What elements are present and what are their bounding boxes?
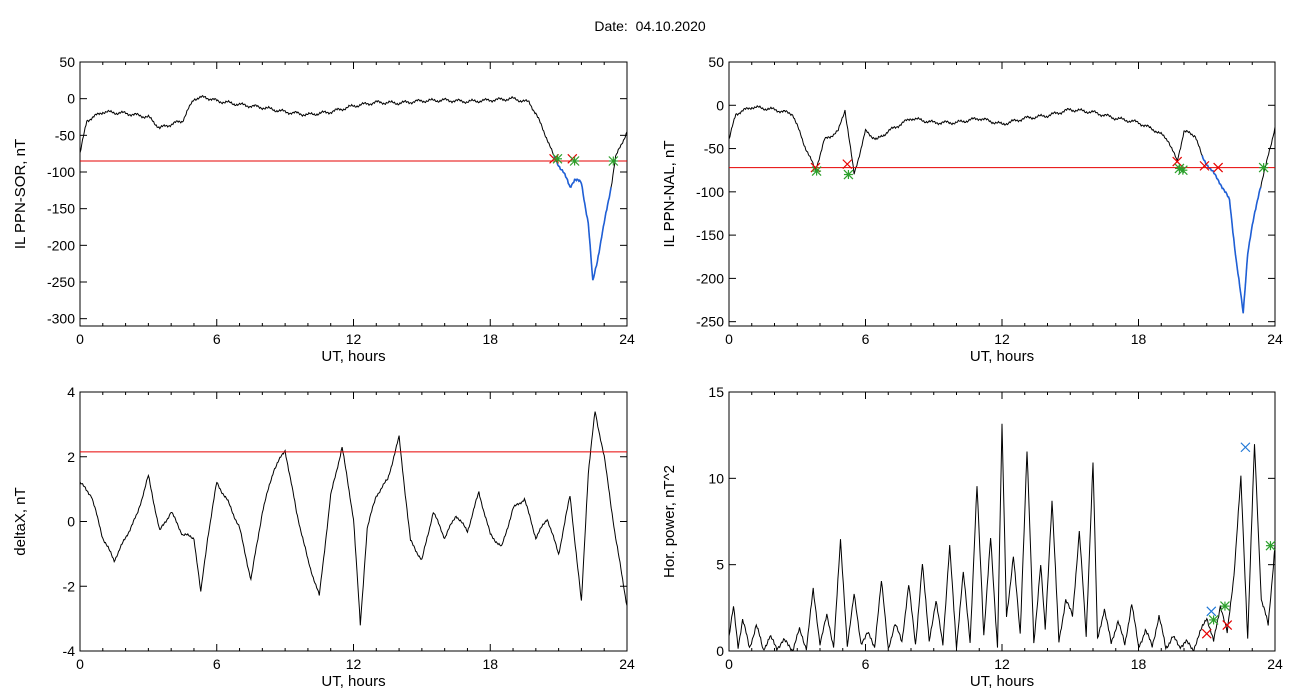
y-tick-label: 2 [67,449,75,465]
y-tick-label: -200 [696,270,724,286]
y-tick-label: 5 [716,557,724,573]
y-tick-label: 4 [67,384,75,400]
x-axis-label: UT, hours [321,348,385,365]
y-tick-label: -50 [704,141,724,157]
date-label: Date: [594,18,628,34]
marker-green [1208,614,1219,625]
marker-green [608,156,619,166]
marker-green [843,169,854,180]
highlight-segment [1201,155,1262,314]
y-axis-label: IL PPN-SOR, nT [12,139,29,249]
plot-area [80,94,627,281]
plot-area [80,411,627,626]
x-tick-label: 24 [619,656,635,672]
y-tick-label: -100 [696,184,724,200]
y-tick-label: -100 [47,164,75,180]
chart-power: 0 6 12 18 24 15 10 5 0 UT, hours Hor. power, nT^2 [661,384,1283,690]
marker-green [811,166,822,176]
y-tick-label: 0 [67,91,75,107]
chart-deltax: 0 6 12 18 24 4 2 0 -2 -4 UT, hours deltaX, nT [12,384,635,690]
marker-red [842,159,853,170]
x-axis-label: UT, hours [970,348,1034,365]
x-tick-label: 0 [725,331,733,347]
series-line [80,411,627,626]
marker-blue [1206,606,1217,617]
x-tick-label: 12 [346,656,362,672]
x-tick-label: 24 [1267,656,1283,672]
series-line [729,104,1275,314]
date-value: 04.10.2020 [635,18,706,34]
y-tick-label: -250 [47,274,75,290]
y-tick-label: -200 [47,237,75,253]
y-tick-label: 0 [716,643,724,659]
y-tick-label: -2 [63,578,76,594]
x-tick-label: 24 [619,331,635,347]
series-line [80,94,627,281]
y-tick-label: -150 [696,227,724,243]
marker-red [1213,162,1224,173]
y-tick-label: -150 [47,201,75,217]
marker-green [1265,540,1276,551]
x-tick-label: 18 [482,656,498,672]
x-tick-label: 12 [994,656,1010,672]
y-tick-label: 50 [708,54,724,70]
plot-frame [79,61,628,327]
y-tick-label: 0 [67,514,75,530]
y-tick-label: -50 [55,127,75,143]
marker-green [1177,165,1188,176]
x-tick-label: 6 [862,656,870,672]
series-line [729,423,1275,651]
x-axis-label: UT, hours [970,673,1034,690]
marker-green [552,153,563,164]
y-axis-label: IL PPN-NAL, nT [661,141,678,248]
x-tick-label: 18 [1131,656,1147,672]
y-tick-label: 50 [59,54,75,70]
x-tick-label: 18 [482,331,498,347]
x-tick-label: 12 [346,331,362,347]
x-tick-label: 24 [1267,331,1283,347]
x-tick-label: 0 [76,331,84,347]
marker-red [1222,620,1233,631]
highlight-segment [553,155,612,281]
plot-frame [728,61,1276,327]
x-tick-label: 6 [213,656,221,672]
x-tick-label: 12 [994,331,1010,347]
y-tick-label: 10 [708,470,724,486]
page-title: Date: 04.10.2020 [0,18,1300,34]
y-tick-label: 15 [708,384,724,400]
x-axis-label: UT, hours [321,673,385,690]
x-tick-label: 0 [725,656,733,672]
y-tick-label: 0 [716,97,724,113]
marker-red [1201,628,1212,639]
plot-area [729,423,1275,651]
y-axis-label: deltaX, nT [12,487,29,555]
x-tick-label: 0 [76,656,84,672]
plot-area [729,104,1275,314]
y-tick-label: -300 [47,311,75,327]
marker-red [1199,160,1210,171]
y-axis-label: Hor. power, nT^2 [661,465,678,578]
marker-red [1172,156,1183,167]
chart-sor: 0 6 12 18 24 50 0 -50 -100 -150 -200 -250 -300 UT, ho… [12,54,635,365]
marker-blue [1240,442,1251,453]
x-tick-label: 6 [213,331,221,347]
x-tick-label: 6 [862,331,870,347]
marker-green [569,156,580,166]
y-tick-label: -250 [696,314,724,330]
marker-green [1258,162,1269,173]
x-tick-label: 18 [1131,331,1147,347]
chart-nal: 0 6 12 18 24 50 0 -50 -100 -150 -200 -250 UT, hours I… [661,54,1283,365]
y-tick-label: -4 [63,643,76,659]
marker-green [1220,601,1230,612]
